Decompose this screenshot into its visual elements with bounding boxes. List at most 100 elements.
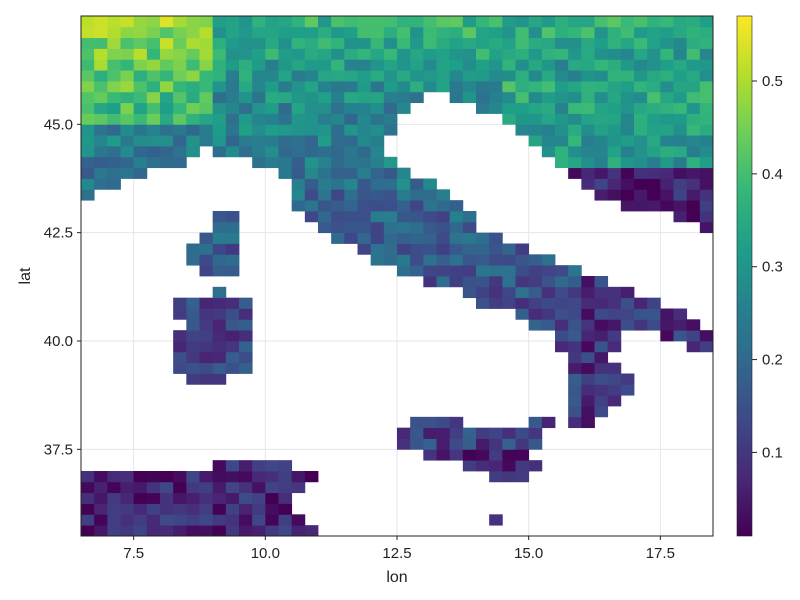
heatmap-cell — [383, 16, 398, 28]
heatmap-cell — [331, 48, 345, 60]
heatmap-cell — [199, 59, 214, 71]
heatmap-cell — [357, 102, 372, 114]
heatmap-cell — [568, 416, 582, 429]
heatmap-cell — [555, 135, 569, 147]
heatmap-cell — [199, 330, 214, 342]
heatmap-cell — [239, 471, 253, 483]
heatmap-cell — [331, 189, 345, 201]
heatmap-cell — [291, 200, 306, 212]
heatmap-cell — [607, 26, 622, 39]
heatmap-cell — [278, 26, 293, 39]
heatmap-cell — [318, 211, 332, 223]
heatmap-cell — [370, 102, 385, 114]
heatmap-cell — [594, 373, 609, 385]
heatmap-cell — [489, 286, 503, 299]
heatmap-cell — [699, 113, 713, 125]
x-tick-label: 17.5 — [646, 545, 675, 562]
heatmap-cell — [107, 167, 121, 179]
heatmap-cell — [620, 81, 635, 93]
heatmap-cell — [410, 254, 424, 266]
heatmap-cell — [581, 102, 595, 114]
heatmap-cell — [173, 113, 187, 125]
y-tick-label: 40.0 — [44, 333, 73, 350]
heatmap-cell — [107, 26, 121, 39]
heatmap-cell — [186, 59, 200, 71]
heatmap-cell — [370, 146, 385, 158]
heatmap-cell — [81, 48, 95, 60]
heatmap-cell — [699, 167, 713, 179]
heatmap-cell — [620, 200, 635, 212]
heatmap-cell — [383, 254, 398, 266]
heatmap-cell — [436, 221, 451, 234]
heatmap-cell — [568, 406, 582, 418]
heatmap-cell — [265, 514, 279, 526]
heatmap-cell — [515, 48, 530, 60]
heatmap-cell — [120, 124, 135, 136]
heatmap-cell — [568, 276, 582, 288]
heatmap-cell — [423, 178, 437, 190]
heatmap-cell — [502, 16, 516, 28]
heatmap-cell — [160, 146, 174, 158]
y-tick-label: 42.5 — [44, 225, 73, 242]
heatmap-cell — [239, 514, 253, 526]
heatmap-cell — [331, 178, 345, 190]
heatmap-cell — [410, 221, 424, 234]
heatmap-cell — [397, 102, 411, 114]
heatmap-cell — [239, 341, 253, 353]
heatmap-cell — [660, 156, 674, 169]
heatmap-cell — [186, 351, 200, 364]
heatmap-cell — [81, 135, 95, 147]
heatmap-cell — [357, 146, 372, 158]
heatmap-cell — [449, 254, 464, 266]
heatmap-cell — [436, 70, 451, 82]
heatmap-cell — [173, 91, 187, 104]
heatmap-cell — [265, 503, 279, 515]
heatmap-cell — [265, 525, 279, 536]
heatmap-cell — [502, 243, 516, 255]
heatmap-cell — [186, 341, 200, 353]
heatmap-cell — [515, 254, 530, 266]
heatmap-cell — [133, 525, 148, 536]
heatmap-cell — [225, 232, 240, 244]
heatmap-cell — [370, 189, 385, 201]
heatmap-cell — [212, 492, 227, 504]
heatmap-cell — [370, 26, 385, 39]
heatmap-cell — [594, 297, 609, 309]
heatmap-cell — [357, 221, 372, 234]
heatmap-cell — [528, 254, 543, 266]
heatmap-cell — [541, 276, 556, 288]
heatmap-cell — [607, 395, 622, 407]
heatmap-cell — [502, 70, 516, 82]
heatmap-cell — [225, 308, 240, 320]
heatmap-cell — [449, 91, 464, 104]
heatmap-cell — [515, 16, 530, 28]
heatmap-cell — [686, 81, 701, 93]
heatmap-cell — [239, 525, 253, 536]
heatmap-cell — [94, 48, 108, 60]
heatmap-cell — [107, 102, 121, 114]
heatmap-cell — [199, 81, 214, 93]
heatmap-cell — [528, 16, 543, 28]
heatmap-cell — [199, 525, 214, 536]
heatmap-cell — [160, 48, 174, 60]
heatmap-cell — [278, 481, 293, 494]
heatmap-cell — [225, 221, 240, 234]
heatmap-cell — [620, 319, 635, 331]
heatmap-cell — [357, 232, 372, 244]
heatmap-cell — [252, 91, 266, 104]
heatmap-cell — [647, 102, 661, 114]
heatmap-cell — [304, 59, 319, 71]
heatmap-cell — [568, 102, 582, 114]
heatmap-cell — [357, 37, 372, 49]
heatmap-cell — [699, 341, 713, 353]
heatmap-cell — [673, 178, 688, 190]
heatmap-cell — [225, 351, 240, 364]
heatmap-cell — [107, 16, 121, 28]
heatmap-cell — [607, 91, 622, 104]
heatmap-cell — [186, 146, 200, 158]
heatmap-cell — [199, 91, 214, 104]
heatmap-cell — [304, 189, 319, 201]
heatmap-cell — [594, 178, 609, 190]
heatmap-cell — [555, 308, 569, 320]
heatmap-cell — [660, 16, 674, 28]
